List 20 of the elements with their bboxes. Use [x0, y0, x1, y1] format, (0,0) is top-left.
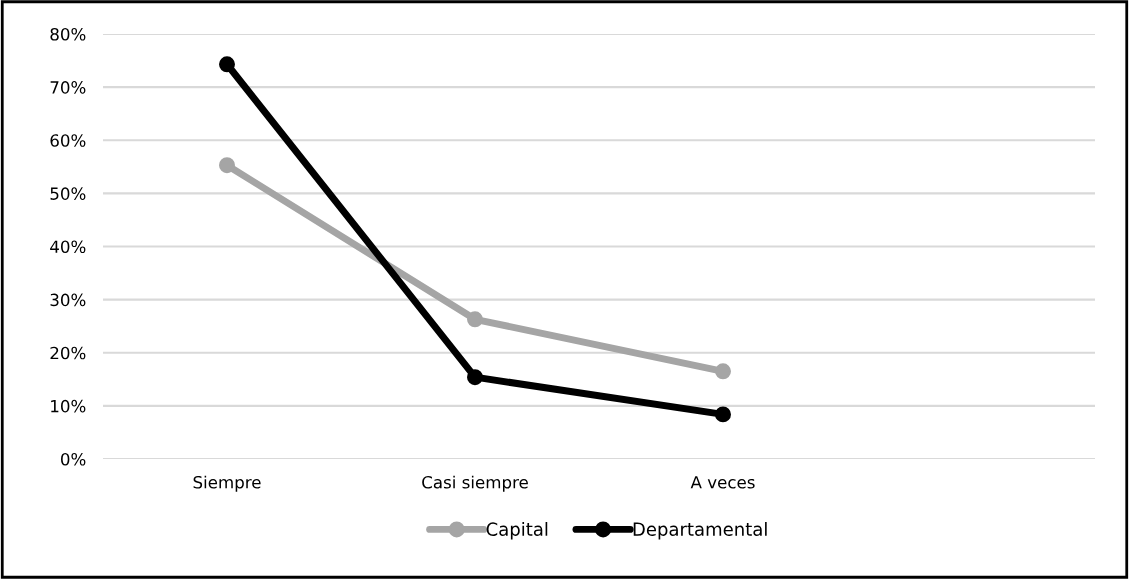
y-tick-label: 80%	[50, 27, 86, 41]
point	[715, 406, 731, 423]
y-tick-label: 30%	[50, 293, 86, 307]
x-tick-label: Casi siempre	[422, 475, 528, 492]
x-tick-label: Siempre	[193, 475, 261, 492]
legend-label: Departamental	[633, 522, 767, 540]
y-tick-label: 10%	[51, 399, 86, 413]
y-tick-label: 40%	[50, 240, 86, 254]
y-tick-label: 50%	[50, 187, 86, 200]
y-tick-label: 60%	[50, 134, 86, 147]
y-tick-label: 20%	[50, 346, 86, 360]
point	[219, 157, 235, 174]
point	[467, 311, 483, 328]
point	[467, 369, 483, 386]
point	[219, 56, 235, 73]
y-tick-label: 0%	[60, 452, 86, 466]
legend-label: Capital	[486, 522, 548, 540]
x-tick-label: A veces	[690, 476, 755, 489]
y-tick-label: 70%	[50, 81, 86, 94]
point	[715, 363, 731, 380]
